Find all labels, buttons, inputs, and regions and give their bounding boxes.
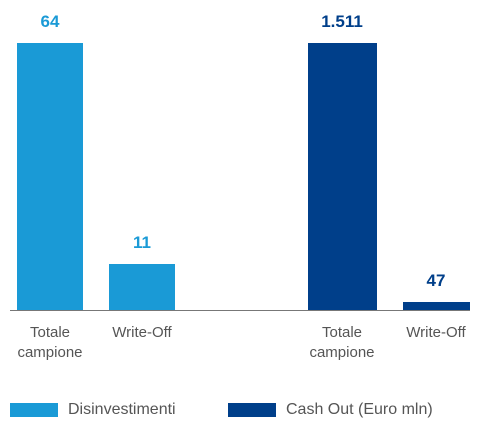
data-label: 64 xyxy=(40,12,60,31)
x-axis xyxy=(10,310,470,311)
legend-label: Disinvestimenti xyxy=(68,401,176,418)
bar xyxy=(307,43,377,310)
x-tick-label: Write-Off xyxy=(112,324,172,341)
legend-label: Cash Out (Euro mln) xyxy=(286,401,433,418)
bar xyxy=(17,43,83,310)
x-tick-label: Totale campione xyxy=(17,324,83,361)
data-label: 11 xyxy=(133,233,151,253)
legend-swatch xyxy=(228,403,276,417)
legend-swatch xyxy=(10,403,58,417)
x-tick-label: Totale campione xyxy=(309,324,375,361)
data-label: 1.511 xyxy=(321,12,363,31)
bar xyxy=(402,301,470,310)
data-label: 47 xyxy=(426,270,446,290)
legend-item: Disinvestimenti xyxy=(10,400,176,420)
bar xyxy=(109,264,175,310)
legend-item: Cash Out (Euro mln) xyxy=(228,400,433,420)
x-tick-label: Write-Off xyxy=(406,324,466,341)
